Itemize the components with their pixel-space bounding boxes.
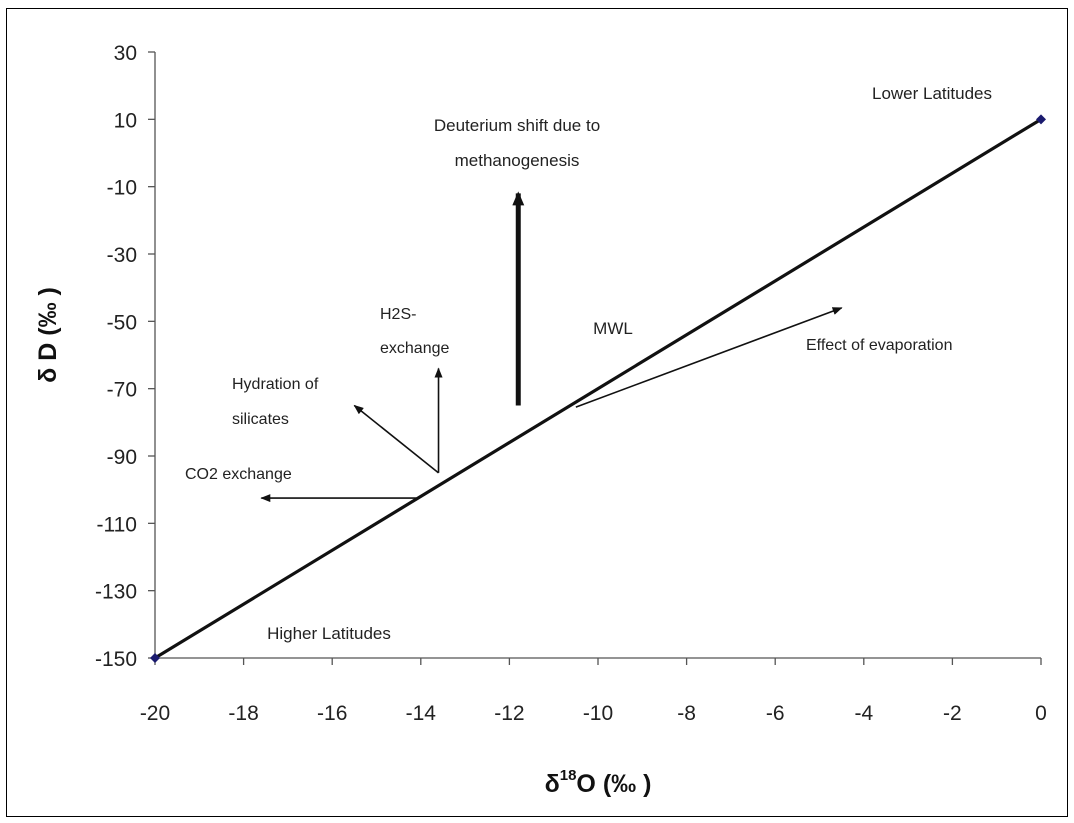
deuterium-shift-label-line1: Deuterium shift due to [434, 116, 600, 135]
y-tick-label: -50 [107, 311, 137, 334]
y-tick-label: -70 [107, 379, 137, 402]
axes [154, 52, 1041, 659]
y-tick-label: -10 [107, 177, 137, 200]
y-tick-label: 10 [114, 109, 137, 132]
y-tick-label: -30 [107, 244, 137, 267]
x-tick-label: -18 [228, 702, 258, 725]
x-tick-label: -2 [943, 702, 962, 725]
y-tick-label: 30 [114, 42, 137, 65]
x-tick-label: -6 [766, 702, 785, 725]
annotation-arrow [575, 307, 843, 408]
x-tick-label: -4 [854, 702, 873, 725]
x-tick-label: -12 [494, 702, 524, 725]
hydration-silicates-label-line1: Hydration of [232, 376, 319, 393]
x-tick-label: -8 [677, 702, 696, 725]
higher-latitudes-label: Higher Latitudes [267, 624, 391, 643]
x-tick-label: -14 [406, 702, 437, 725]
annotation-arrow [353, 404, 440, 474]
mwl-label: MWL [593, 319, 633, 338]
h2s-exchange-label-line1: H2S- [380, 306, 416, 323]
x-tick-label: 0 [1035, 702, 1047, 725]
h2s-exchange-label-line2: exchange [380, 340, 449, 357]
x-tick-label: -20 [140, 702, 170, 725]
y-axis-ticks: 30 10 -10 -30 -50 -70 -90 -110 -130 -150 [95, 42, 155, 671]
series-layer [150, 114, 1046, 663]
y-tick-label: -150 [95, 648, 137, 671]
y-tick-label: -110 [97, 513, 137, 536]
y-tick-label: -130 [95, 581, 137, 604]
co2-exchange-label: CO2 exchange [185, 466, 292, 483]
series-point [150, 653, 160, 663]
x-axis-ticks: -20 -18 -16 -14 -12 -10 -8 -6 -4 -2 0 [140, 658, 1047, 725]
evaporation-label: Effect of evaporation [806, 337, 952, 354]
y-axis-title: δ D (‰ ) [34, 287, 62, 383]
deuterium-shift-label-line2: methanogenesis [455, 151, 580, 170]
arrow-layer [260, 191, 843, 503]
chart-frame [6, 8, 1068, 817]
x-axis-title: δ18O (‰ ) [545, 767, 652, 798]
hydration-silicates-label-line2: silicates [232, 411, 289, 428]
series-point [1036, 114, 1046, 125]
series-line [154, 117, 1042, 660]
x-tick-label: -10 [583, 702, 613, 725]
x-tick-label: -16 [317, 702, 347, 725]
y-tick-label: -90 [107, 446, 137, 469]
lower-latitudes-label: Lower Latitudes [872, 84, 992, 103]
